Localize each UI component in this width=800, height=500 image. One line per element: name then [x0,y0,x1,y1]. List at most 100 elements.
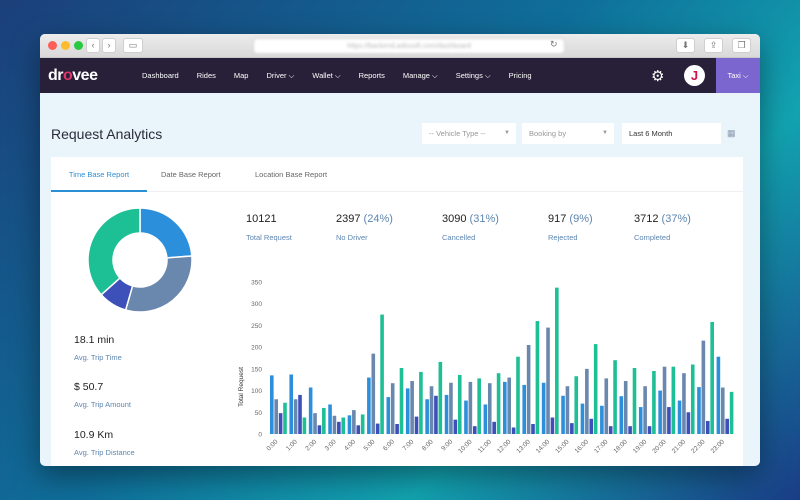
stat-label: No Driver [336,233,368,242]
stat-percent: (9%) [569,213,593,225]
minimize-window-button[interactable] [61,41,70,50]
bar [298,394,302,434]
tab-date-base-report[interactable]: Date Base Report [161,170,221,179]
back-icon[interactable]: ‹ [86,38,100,53]
bar [632,367,637,434]
nav-pricing[interactable]: Pricing [508,71,532,80]
y-axis-label: Total Request [238,367,245,407]
metric-value: $ 50.7 [74,381,104,393]
bar [555,287,559,434]
nav-reports[interactable]: Reports [358,71,385,80]
bar [546,327,550,434]
bar [477,378,481,434]
stat-rejected: 917 (9%) Rejected [548,213,593,242]
donut-chart [87,207,193,313]
stat-percent: (37%) [661,213,691,225]
bar [278,413,283,434]
bar [332,415,337,434]
bar [337,421,341,434]
forward-icon[interactable]: › [102,38,116,53]
url-bar[interactable]: https://backend.adissoft.com/dashboard [253,38,565,54]
nav-dashboard[interactable]: Dashboard [142,71,179,80]
main-menu: Dashboard Rides Map Driver ⌵ Wallet ⌵ Re… [142,58,550,93]
bar [425,399,429,434]
nav-driver[interactable]: Driver ⌵ [266,70,295,80]
nav-settings[interactable]: Settings ⌵ [455,70,491,80]
nav-manage[interactable]: Manage ⌵ [402,70,438,80]
bar-chart: Total Request 0 50 100 150 200 250 300 350 0:00 1:… [238,280,734,455]
y-tick-label: 300 [251,301,262,308]
service-dropdown[interactable]: Taxi ⌵ [716,58,760,93]
period-input[interactable]: Last 6 Month [622,123,721,144]
bar [438,361,443,434]
bar [608,426,613,434]
bar [429,386,434,434]
stat-label: Completed [634,233,671,242]
stat-percent: (24%) [363,213,393,225]
x-tick-label: 4:00 [343,438,357,452]
sidebar-icon[interactable]: ▭ [123,38,143,53]
tab-time-base-report[interactable]: Time Base Report [51,157,147,192]
gear-icon[interactable]: ⚙ [651,68,665,85]
metric-avg-trip-time: 18.1 min Avg. Trip Time [74,334,122,362]
bar [710,321,714,434]
stat-cancelled: 3090 (31%) Cancelled [442,213,499,242]
bar [604,378,609,434]
bar [302,417,307,434]
share-icon[interactable]: ⇪ [704,38,723,53]
maximize-window-button[interactable] [74,41,83,50]
nav-rides[interactable]: Rides [196,71,216,80]
tab-location-base-report[interactable]: Location Base Report [255,170,328,179]
vehicle-type-value: -- Vehicle Type -- [429,129,486,138]
x-tick-label: 13:00 [515,438,532,455]
download-icon[interactable]: ⬇ [676,38,695,53]
bar [667,407,671,434]
bar [289,374,294,434]
reload-icon[interactable]: ↻ [550,39,558,49]
page-title: Request Analytics [51,126,163,142]
x-tick-label: 3:00 [324,438,338,452]
vehicle-type-select[interactable]: -- Vehicle Type -- ▼ [422,123,516,144]
stat-no-driver: 2397 (24%) No Driver [336,213,393,242]
nav-wallet[interactable]: Wallet ⌵ [312,70,341,80]
metric-avg-trip-distance: 10.9 Km Avg. Trip Distance [74,429,135,457]
x-tick-label: 9:00 [440,438,454,452]
y-tick-label: 200 [251,345,262,352]
stat-label: Cancelled [442,233,476,242]
browser-window: ‹ › ▭ https://backend.adissoft.com/dashb… [40,34,760,466]
bar [580,403,585,434]
x-tick-label: 21:00 [671,438,688,455]
bar [453,419,458,434]
bar [380,314,384,434]
bar [570,423,574,434]
avatar[interactable]: J [684,65,705,86]
top-nav: drovee Dashboard Rides Map Driver ⌵ Wall… [40,58,760,93]
bar [619,396,624,434]
bar [677,400,682,434]
bar [386,397,391,434]
y-tick-label: 350 [251,280,262,287]
report-tabs: Time Base Report Date Base Report Locati… [51,157,743,192]
close-window-button[interactable] [48,41,57,50]
stat-value: 917 [548,213,567,225]
calendar-icon[interactable]: ▦ [727,128,736,138]
bar [371,353,376,434]
booking-by-select[interactable]: Booking by ▼ [522,123,614,144]
bar [468,381,473,434]
report-card: Time Base Report Date Base Report Locati… [51,157,743,466]
logo[interactable]: drovee [48,67,98,84]
bar [405,388,410,434]
bar [444,394,449,434]
y-tick-label: 100 [251,388,262,395]
tabs-icon[interactable]: ❐ [732,38,751,53]
stat-label: Total Request [246,233,292,242]
bar [690,364,695,434]
x-tick-label: 17:00 [593,438,610,455]
x-tick-label: 23:00 [710,438,727,455]
nav-map[interactable]: Map [233,71,249,80]
bar [496,373,501,434]
bar [725,418,729,434]
bar [613,360,617,434]
bar [270,375,274,434]
x-tick-label: 2:00 [304,438,318,452]
